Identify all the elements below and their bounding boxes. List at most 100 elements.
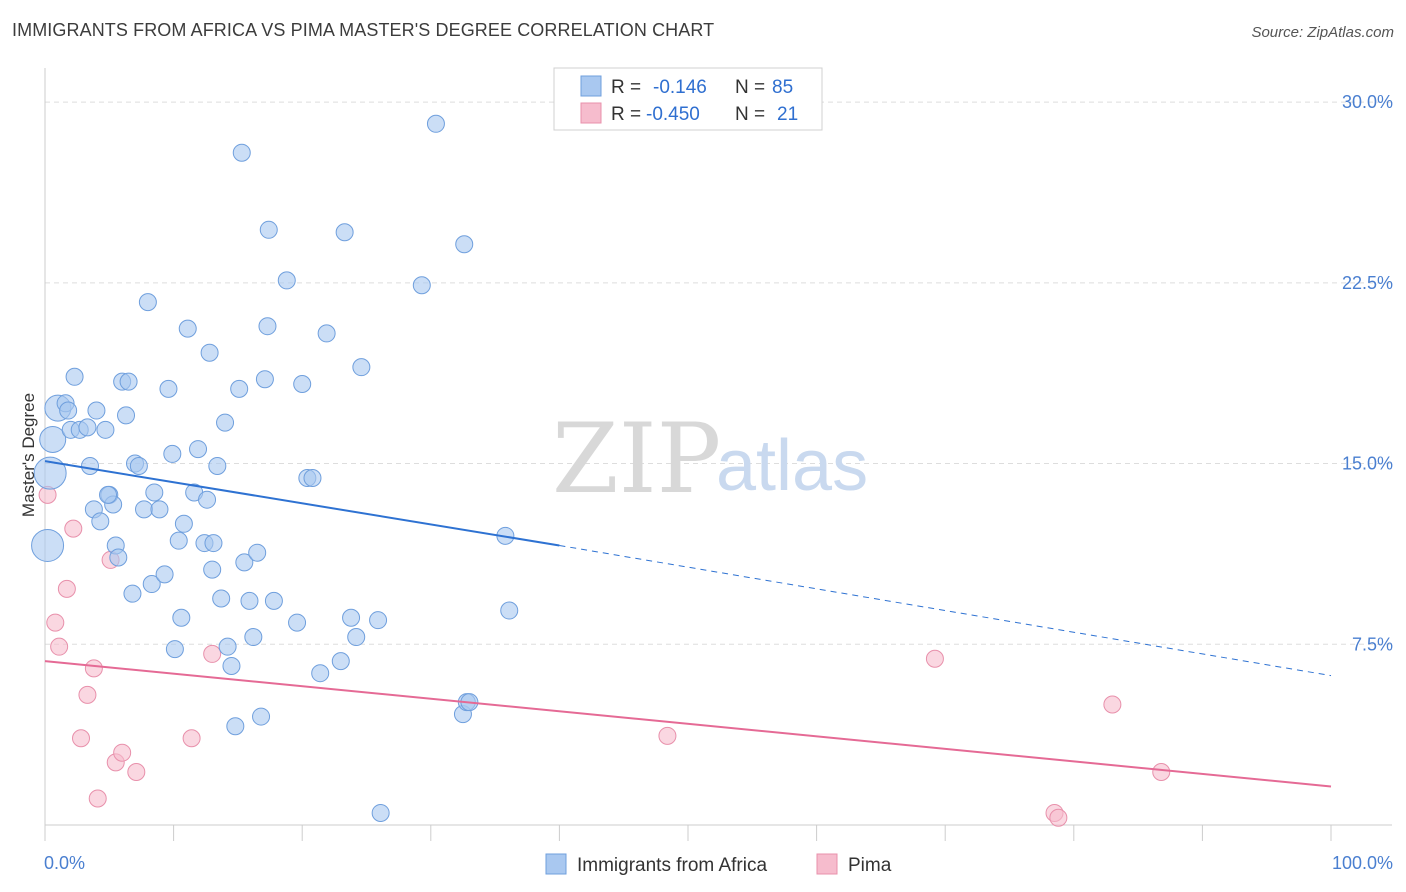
africa-point-62 — [277, 271, 296, 290]
africa-point-60 — [259, 220, 278, 239]
pima-point-11 — [113, 743, 132, 762]
pima-point-14 — [203, 644, 222, 663]
legend-swatch-pima — [580, 102, 602, 124]
africa-point-49 — [222, 656, 241, 675]
africa-point-51 — [230, 379, 249, 398]
africa-point-48 — [218, 637, 237, 656]
bottom-legend-swatch-pima — [816, 853, 838, 875]
pima-point-13 — [182, 729, 201, 748]
watermark: ZIP atlas — [552, 403, 868, 515]
africa-point-67 — [317, 324, 336, 343]
africa-point-34 — [169, 531, 188, 550]
africa-point-79 — [455, 235, 474, 254]
legend-r-value-africa: -0.146 — [653, 77, 707, 98]
africa-point-21 — [119, 372, 138, 391]
pima-point-12 — [127, 762, 146, 781]
bottom-legend-pima: Pima — [848, 855, 892, 876]
africa-point-27 — [142, 575, 161, 594]
africa-point-43 — [204, 534, 223, 553]
pima-point-1 — [46, 613, 65, 632]
africa-point-81 — [500, 601, 519, 620]
source-label: Source: ZipAtlas.com — [1251, 24, 1394, 41]
africa-point-25 — [135, 500, 154, 519]
chart-title: IMMIGRANTS FROM AFRICA VS PIMA MASTER'S … — [12, 20, 715, 40]
bottom-legend-africa: Immigrants from Africa — [577, 855, 767, 876]
africa-point-71 — [347, 628, 366, 647]
y-tick-labels: 7.5% 15.0% 22.5% 30.0% — [1342, 92, 1393, 654]
legend-r-label-pima: R = — [611, 104, 641, 125]
y-axis-label: Master's Degree — [19, 393, 38, 517]
africa-point-1 — [33, 456, 67, 490]
africa-point-36 — [174, 514, 193, 533]
y-tick-label-0: 7.5% — [1352, 634, 1393, 654]
africa-point-29 — [150, 500, 169, 519]
africa-point-73 — [369, 611, 388, 630]
watermark-zip: ZIP — [552, 403, 721, 515]
africa-point-41 — [198, 490, 217, 509]
africa-point-69 — [335, 223, 354, 242]
africa-point-26 — [138, 293, 157, 312]
pima-point-5 — [72, 729, 91, 748]
africa-point-50 — [226, 717, 245, 736]
africa-point-11 — [87, 401, 106, 420]
africa-point-10 — [81, 456, 100, 475]
africa-trend-line — [44, 460, 560, 547]
africa-point-46 — [212, 589, 231, 608]
bottom-legend: Immigrants from Africa Pima — [545, 853, 892, 876]
africa-point-53 — [235, 553, 254, 572]
africa-point-30 — [155, 565, 174, 584]
y-tick-label-1: 15.0% — [1342, 454, 1393, 474]
africa-point-55 — [244, 628, 263, 647]
x-tick-labels: 0.0% 100.0% — [44, 853, 1393, 873]
africa-point-63 — [288, 613, 307, 632]
africa-point-9 — [78, 418, 97, 437]
africa-point-83 — [303, 469, 322, 488]
pima-point-2 — [50, 637, 69, 656]
africa-point-54 — [240, 591, 259, 610]
africa-point-37 — [178, 319, 197, 338]
africa-point-75 — [412, 276, 431, 295]
legend-swatch-africa — [580, 75, 602, 97]
y-tick-label-2: 22.5% — [1342, 273, 1393, 293]
africa-point-39 — [189, 440, 208, 459]
legend-r-value-pima: -0.450 — [646, 104, 700, 125]
pima-trend-line — [44, 660, 1332, 788]
africa-point-64 — [293, 375, 312, 394]
africa-point-18 — [109, 548, 128, 567]
x-tick-label-0: 0.0% — [44, 853, 85, 873]
africa-point-59 — [258, 317, 277, 336]
watermark-atlas: atlas — [716, 426, 868, 506]
bottom-legend-swatch-africa — [545, 853, 567, 875]
africa-point-20 — [117, 406, 136, 425]
africa-point-33 — [165, 640, 184, 659]
pima-point-8 — [88, 789, 107, 808]
africa-point-72 — [352, 358, 371, 377]
africa-point-35 — [172, 608, 191, 627]
africa-point-61 — [264, 591, 283, 610]
africa-point-14 — [96, 420, 115, 439]
legend-n-label-africa: N = — [735, 77, 765, 98]
africa-point-5 — [59, 401, 78, 420]
africa-point-0 — [31, 528, 65, 562]
africa-point-2 — [39, 425, 67, 453]
africa-point-52 — [232, 143, 251, 162]
legend-n-label-pima: N = — [735, 104, 765, 125]
africa-point-6 — [65, 367, 84, 386]
africa-point-22 — [123, 584, 142, 603]
pima-point-18 — [1049, 808, 1068, 827]
africa-point-68 — [331, 652, 350, 671]
africa-point-70 — [342, 608, 361, 627]
africa-trend-line-dashed — [559, 544, 1332, 677]
africa-point-66 — [311, 664, 330, 683]
pima-point-16 — [925, 649, 944, 668]
africa-point-84 — [99, 485, 118, 504]
pima-point-19 — [1103, 695, 1122, 714]
y-tick-label-3: 30.0% — [1342, 92, 1393, 112]
pima-point-7 — [84, 659, 103, 678]
africa-point-57 — [252, 707, 271, 726]
pima-point-15 — [658, 726, 677, 745]
africa-point-24 — [129, 456, 148, 475]
africa-points — [31, 114, 519, 822]
pima-point-3 — [57, 579, 76, 598]
